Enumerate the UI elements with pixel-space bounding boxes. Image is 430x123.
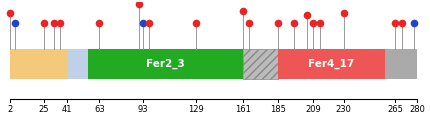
Text: Fer4_17: Fer4_17 xyxy=(308,59,354,69)
Text: 129: 129 xyxy=(188,105,204,114)
Bar xyxy=(88,48,243,79)
Text: 41: 41 xyxy=(62,105,73,114)
Bar xyxy=(278,48,385,79)
Text: 2: 2 xyxy=(8,105,13,114)
Text: 63: 63 xyxy=(94,105,105,114)
Bar xyxy=(385,48,417,79)
Bar xyxy=(67,48,88,79)
Bar xyxy=(10,48,67,79)
Text: 161: 161 xyxy=(235,105,251,114)
Text: 209: 209 xyxy=(305,105,321,114)
Text: 185: 185 xyxy=(270,105,286,114)
Bar xyxy=(243,48,278,79)
Bar xyxy=(10,59,417,69)
Text: 25: 25 xyxy=(39,105,49,114)
Text: 265: 265 xyxy=(387,105,403,114)
Text: 93: 93 xyxy=(138,105,149,114)
Text: 230: 230 xyxy=(336,105,352,114)
Text: Fer2_3: Fer2_3 xyxy=(146,59,184,69)
Text: 280: 280 xyxy=(409,105,425,114)
